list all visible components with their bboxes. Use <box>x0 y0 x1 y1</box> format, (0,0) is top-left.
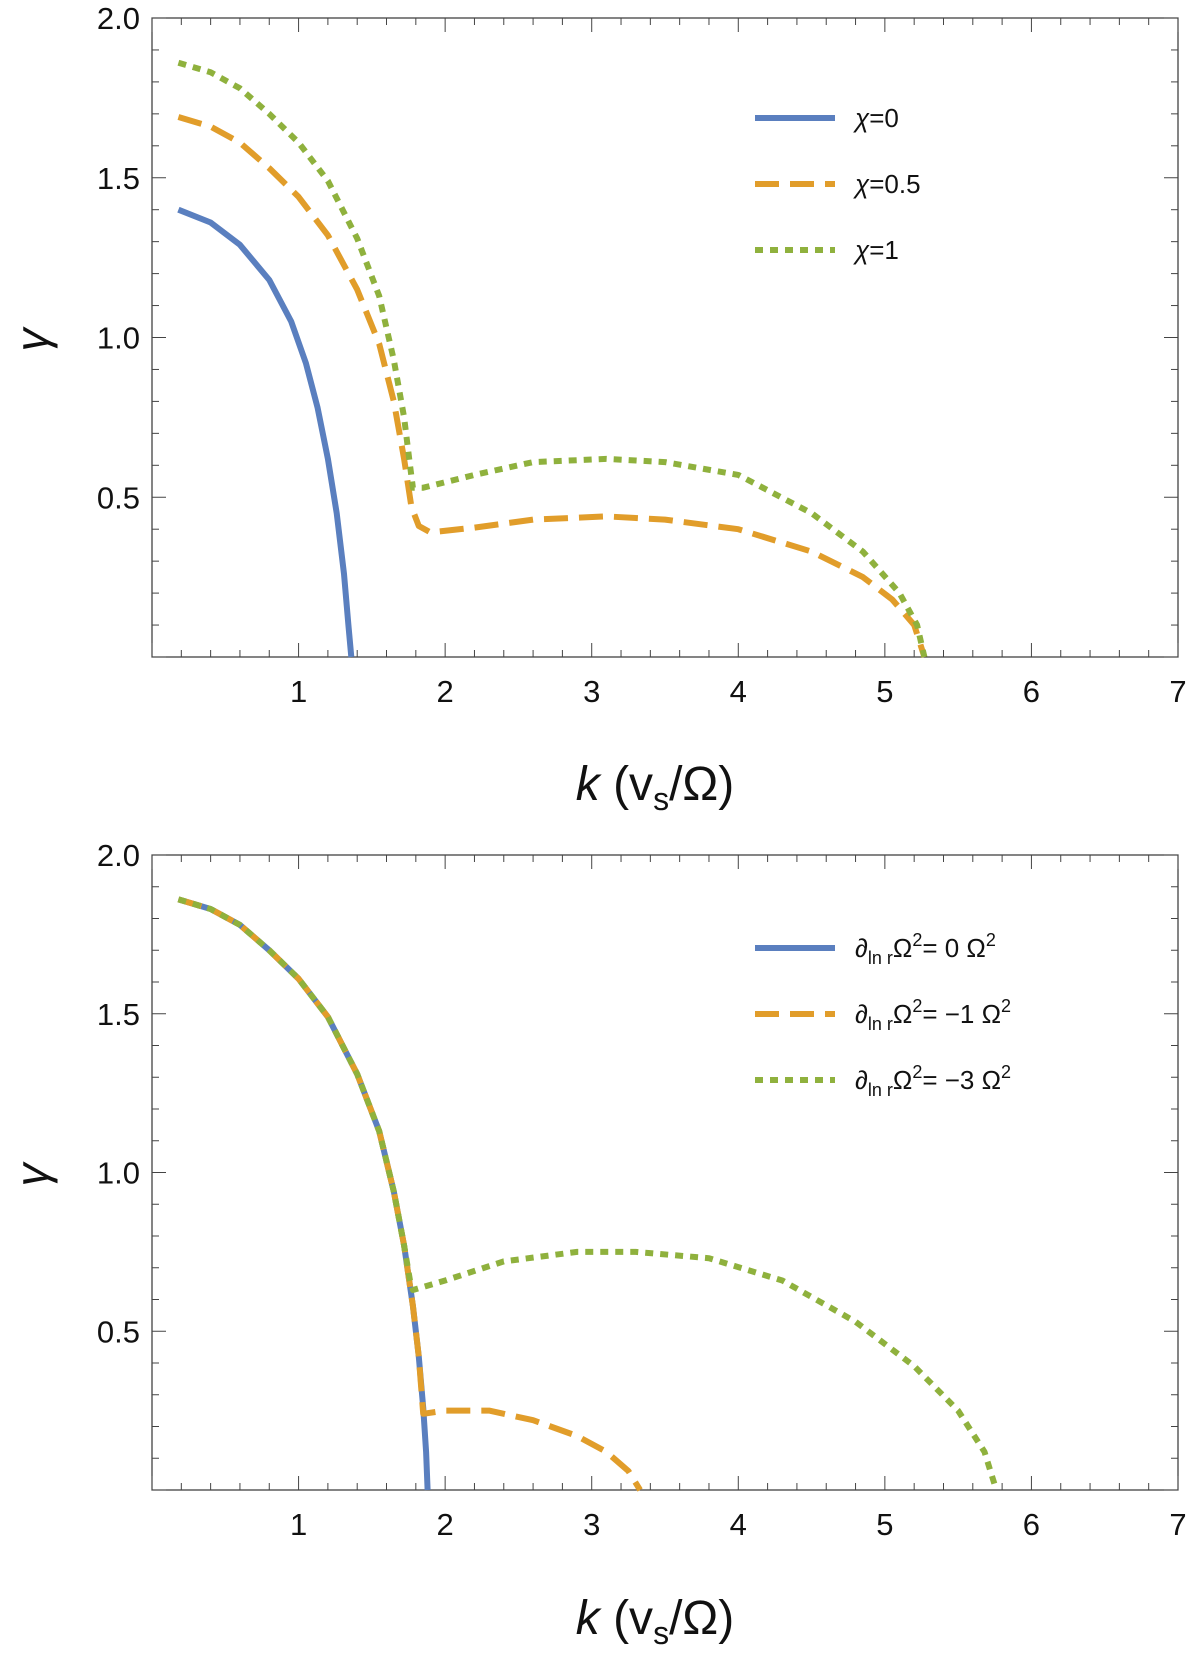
series-line-2 <box>177 59 928 658</box>
legend-label-1: ∂ln rΩ2= −1 Ω2 <box>855 996 1011 1034</box>
x-tick-label: 3 <box>583 1507 600 1542</box>
x-tick-label: 2 <box>437 674 454 709</box>
y-tick-label: 1.5 <box>97 997 140 1032</box>
x-tick-label: 7 <box>1169 674 1186 709</box>
x-tick-label: 4 <box>730 1507 747 1542</box>
x-tick-label: 6 <box>1023 674 1040 709</box>
x-tick-label: 5 <box>876 1507 893 1542</box>
y-tick-label: 1.0 <box>97 321 140 356</box>
x-tick-label: 7 <box>1169 1507 1186 1542</box>
top-chart-panel: 1 2 3 4 5 6 7 0.5 1.0 1.5 2.0 γ k (vs/Ω) χ=0 χ=0.5 χ=1 <box>6 1 1187 817</box>
y-tick-label: 0.5 <box>97 480 140 515</box>
series-line-2 <box>177 896 1000 1491</box>
y-tick-label: 2.0 <box>97 838 140 873</box>
x-tick-label: 5 <box>876 674 893 709</box>
legend-label-0: χ=0 <box>853 103 899 133</box>
x-tick-label: 4 <box>730 674 747 709</box>
y-tick-label: 0.5 <box>97 1314 140 1349</box>
legend-label-1: χ=0.5 <box>853 169 921 199</box>
bottom-chart-panel: 1 2 3 4 5 6 7 0.5 1.0 1.5 2.0 γ k (vs/Ω) ∂ln rΩ2= 0 Ω… <box>6 838 1187 1651</box>
legend-label-0: ∂ln rΩ2= 0 Ω2 <box>855 930 996 968</box>
x-tick-label: 6 <box>1023 1507 1040 1542</box>
y-tick-label: 1.0 <box>97 1156 140 1191</box>
x-tick-label: 1 <box>290 1507 307 1542</box>
x-tick-label: 1 <box>290 674 307 709</box>
series-line-0 <box>177 206 355 658</box>
legend-label-2: χ=1 <box>853 235 899 265</box>
y-axis-label: γ <box>6 1161 58 1187</box>
x-tick-label: 2 <box>437 1507 454 1542</box>
series-line-1 <box>177 114 928 658</box>
x-axis-label: k (vs/Ω) <box>576 1592 735 1651</box>
legend-label-2: ∂ln rΩ2= −3 Ω2 <box>855 1062 1011 1100</box>
y-tick-label: 2.0 <box>97 1 140 36</box>
plot-frame <box>151 854 1179 1491</box>
y-axis-label: γ <box>6 326 58 352</box>
x-axis-label: k (vs/Ω) <box>576 758 735 817</box>
series-line-1 <box>177 896 643 1492</box>
plot-frame <box>151 17 1179 658</box>
y-tick-label: 1.5 <box>97 161 140 196</box>
x-tick-label: 3 <box>583 674 600 709</box>
